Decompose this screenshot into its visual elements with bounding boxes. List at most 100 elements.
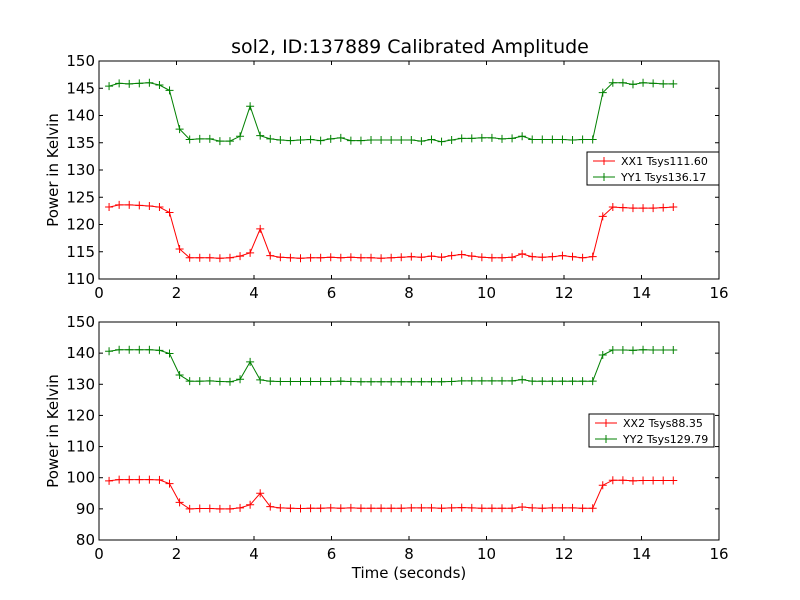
data-point (286, 253, 295, 262)
data-point (387, 377, 396, 386)
data-point (367, 136, 376, 145)
data-point (155, 80, 164, 89)
data-point (125, 200, 134, 209)
data-point (236, 252, 245, 261)
data-point (608, 346, 617, 355)
data-point (427, 252, 436, 261)
data-point (205, 253, 214, 262)
data-point (417, 137, 426, 146)
data-point (165, 349, 174, 358)
data-point (296, 504, 305, 513)
legend: XX1 Tsys111.60 YY1 Tsys136.17 (586, 151, 720, 186)
data-point (105, 203, 114, 212)
y-tick-label: 150 (66, 52, 95, 70)
x-tick-label: 16 (709, 545, 728, 563)
data-point (165, 208, 174, 217)
y-tick-label: 110 (66, 438, 95, 456)
x-tick-label: 12 (554, 284, 573, 302)
y-tick-label: 140 (66, 344, 95, 362)
data-point (518, 502, 527, 511)
data-point (225, 377, 234, 386)
data-point (598, 88, 607, 97)
data-point (205, 134, 214, 143)
y-axis-label: Power in Kelvin (44, 374, 62, 488)
data-point (639, 78, 648, 87)
data-point (457, 376, 466, 385)
data-point (437, 137, 446, 146)
data-point (659, 476, 668, 485)
data-point (628, 476, 637, 485)
data-point (518, 249, 527, 258)
data-point (639, 345, 648, 354)
data-point (205, 504, 214, 513)
legend-label: XX1 Tsys111.60 (621, 155, 708, 168)
x-axis-label: Time (seconds) (351, 564, 467, 582)
data-point (377, 504, 386, 513)
data-point (105, 476, 114, 485)
data-point (316, 504, 325, 513)
x-tick-label: 14 (632, 284, 651, 302)
y-tick-label: 80 (76, 531, 95, 549)
data-point (457, 134, 466, 143)
data-point (306, 135, 315, 144)
data-point (588, 504, 597, 513)
y-tick-label: 120 (66, 406, 95, 424)
data-point (437, 377, 446, 386)
data-point (276, 503, 285, 512)
data-point (155, 203, 164, 212)
data-point (377, 136, 386, 145)
data-point (467, 503, 476, 512)
data-point (628, 80, 637, 89)
x-tick-label: 4 (249, 545, 259, 563)
data-point (417, 503, 426, 512)
data-point (296, 136, 305, 145)
data-point (669, 79, 678, 88)
data-point (578, 135, 587, 144)
data-point (326, 134, 335, 143)
data-point (195, 253, 204, 262)
data-point (498, 504, 506, 513)
data-point (316, 377, 325, 386)
x-tick-label: 6 (327, 545, 337, 563)
series-line (109, 349, 674, 383)
data-point (498, 376, 506, 385)
data-point (437, 504, 446, 513)
data-point (467, 252, 476, 261)
data-point (538, 504, 547, 513)
data-point (407, 136, 416, 145)
data-point (336, 504, 345, 513)
data-point (296, 254, 305, 263)
data-point (618, 476, 627, 485)
data-point (266, 377, 275, 386)
data-point (639, 204, 648, 213)
data-point (558, 251, 567, 260)
data-point (246, 248, 255, 257)
data-point (256, 375, 265, 384)
data-point (447, 377, 456, 386)
data-point (346, 503, 355, 512)
data-point (578, 253, 587, 262)
data-point (538, 135, 547, 144)
data-point (145, 78, 154, 87)
data-point (125, 475, 134, 484)
data-point (346, 136, 355, 145)
y-tick-label: 130 (66, 161, 95, 179)
data-point (377, 377, 386, 386)
data-point (135, 345, 144, 354)
data-point (397, 504, 406, 513)
y-tick-label: 135 (66, 134, 95, 152)
data-point (588, 252, 597, 261)
series-1 (105, 200, 678, 263)
data-point (175, 125, 184, 134)
x-tick-label: 8 (404, 545, 414, 563)
data-point (336, 377, 345, 386)
data-point (246, 357, 255, 366)
data-point (276, 377, 285, 386)
data-point (417, 377, 426, 386)
legend-box (586, 151, 720, 186)
x-tick-label: 12 (554, 545, 573, 563)
data-point (165, 86, 174, 95)
data-point (256, 224, 265, 233)
data-point (185, 253, 194, 262)
legend-box (588, 413, 715, 448)
